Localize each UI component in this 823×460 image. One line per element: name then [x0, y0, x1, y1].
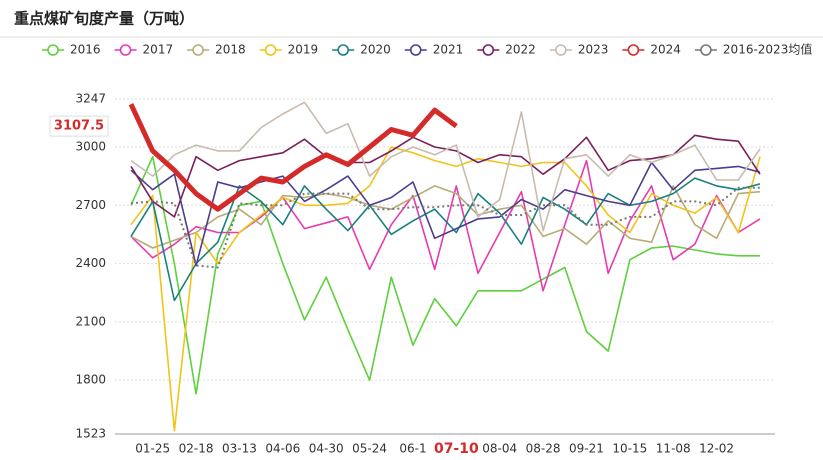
y-tick-label: 2400 — [75, 256, 106, 270]
series-line — [130, 146, 761, 432]
x-tick-label: 01-25 — [135, 442, 170, 456]
legend-marker[interactable] — [627, 44, 640, 56]
legend-label[interactable]: 2017 — [143, 43, 174, 57]
series-line — [128, 103, 458, 212]
legend-label[interactable]: 2016 — [70, 43, 101, 57]
series-line — [130, 134, 761, 218]
legend-label[interactable]: 2019 — [288, 43, 319, 57]
value-label: 3107.5 — [54, 119, 104, 134]
x-tick-label: 09-21 — [569, 442, 604, 456]
series-line — [130, 185, 761, 249]
legend-label[interactable]: 2018 — [215, 43, 246, 57]
legend-marker[interactable] — [555, 44, 567, 56]
y-tick-label: 2100 — [75, 314, 106, 328]
legend-label[interactable]: 2021 — [433, 43, 464, 57]
chart-title: 重点煤矿旬度产量（万吨） — [14, 10, 194, 28]
x-tick-label: 04-30 — [309, 442, 344, 456]
legend-marker[interactable] — [47, 44, 59, 56]
x-tick-label: 10-15 — [612, 442, 647, 456]
x-tick-label: 11-08 — [656, 442, 691, 456]
y-tick-label: 1800 — [75, 373, 106, 387]
series-line — [130, 186, 760, 269]
legend-label[interactable]: 2016-2023均值 — [723, 42, 812, 57]
legend-marker[interactable] — [409, 44, 422, 56]
series-line — [130, 161, 761, 267]
y-tick-label: 1523 — [75, 427, 106, 441]
y-tick-label: 2700 — [75, 198, 106, 212]
legend-label[interactable]: 2022 — [505, 43, 536, 57]
x-tick-label: 03-13 — [222, 442, 257, 456]
legend-label[interactable]: 2023 — [578, 43, 609, 57]
x-tick-label: 02-18 — [179, 442, 214, 456]
legend-marker[interactable] — [192, 44, 204, 56]
series-line — [130, 155, 760, 395]
legend-marker[interactable] — [700, 44, 712, 56]
y-tick-label: 3247 — [75, 92, 106, 106]
x-tick-label: 08-04 — [482, 442, 517, 456]
x-tick-label: 05-24 — [352, 442, 387, 456]
legend-marker[interactable] — [337, 44, 349, 56]
series-line — [130, 101, 761, 232]
x-tick-label: 06-1 — [399, 442, 426, 456]
series-line — [130, 177, 761, 302]
legend-marker[interactable] — [119, 44, 132, 56]
legend-marker[interactable] — [482, 44, 495, 56]
x-tick-label: 04-06 — [265, 442, 300, 456]
x-tick-label: 07-10 — [434, 441, 479, 457]
legend-label[interactable]: 2024 — [650, 43, 681, 57]
x-tick-label: 08-28 — [526, 442, 561, 456]
legend-marker[interactable] — [264, 44, 277, 56]
series-line — [130, 159, 761, 292]
x-tick-label: 12-02 — [699, 442, 734, 456]
legend-label[interactable]: 2020 — [360, 43, 391, 57]
y-tick-label: 3000 — [75, 139, 106, 153]
value-label-box — [49, 115, 109, 137]
